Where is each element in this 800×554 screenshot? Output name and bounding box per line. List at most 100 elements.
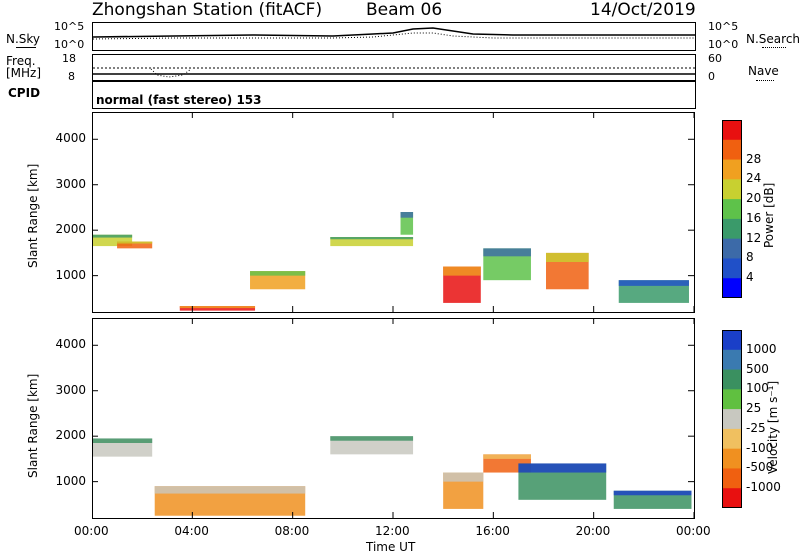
- freq-label-2: [MHz]: [6, 66, 42, 80]
- x-tick-label: 04:00: [174, 524, 209, 538]
- power-ytick-label: 2000: [55, 222, 86, 237]
- power-region-edge-6: [443, 266, 481, 276]
- station-title: Zhongshan Station (fitACF): [92, 0, 323, 20]
- power-colorbar-band: [722, 238, 742, 259]
- velocity-colorbar-tick: 25: [746, 401, 762, 416]
- power-colorbar-tick: 20: [746, 191, 762, 206]
- velocity-colorbar-band: [722, 330, 742, 351]
- velocity-region-edge-6: [613, 490, 692, 496]
- power-frame: [92, 112, 695, 313]
- velocity-region-edge-2: [330, 436, 414, 441]
- velocity-region-edge-1: [154, 486, 306, 494]
- x-axis-label: Time UT: [366, 540, 416, 554]
- velocity-region-edge-5: [518, 463, 607, 473]
- x-tick-label: 08:00: [274, 524, 310, 538]
- freq-top-tick: 18: [62, 52, 76, 65]
- nave-label: Nave: [748, 64, 779, 78]
- power-ytick-label: 1000: [55, 267, 86, 282]
- velocity-colorbar-band: [722, 488, 742, 508]
- power-colorbar-tick: 8: [746, 250, 754, 265]
- velocity-colorbar-band: [722, 349, 742, 371]
- power-colorbar-band: [722, 139, 742, 161]
- velocity-region-edge-0: [92, 438, 153, 443]
- nsearch-dots: [762, 47, 786, 48]
- cpid-mode: normal (fast stereo) 153: [96, 93, 262, 107]
- velocity-region-2: [330, 436, 414, 455]
- x-tick-label: 00:00: [676, 524, 711, 538]
- date-label: 14/Oct/2019: [590, 0, 696, 20]
- power-region-4: [330, 237, 414, 247]
- power-colorbar-band: [722, 199, 742, 220]
- power-region-edge-9: [618, 280, 689, 286]
- velocity-ytick-label: 4000: [55, 337, 86, 352]
- power-ytick-label: 3000: [55, 176, 86, 191]
- nave-dots: [756, 80, 774, 81]
- velocity-colorbar-tick: 500: [746, 361, 769, 376]
- power-region-2: [179, 306, 256, 311]
- power-region-edge-4: [330, 237, 414, 240]
- velocity-colorbar-band: [722, 428, 742, 450]
- velocity-colorbar-tick: -1000: [746, 480, 781, 495]
- noise-trace: [92, 27, 695, 40]
- nsearch-bottom-tick: 10^0: [708, 38, 739, 51]
- nsky-bottom-tick: 10^0: [54, 38, 85, 51]
- velocity-colorbar-tick: -100: [746, 440, 774, 455]
- velocity-colorbar-band: [722, 369, 742, 390]
- power-colorbar: [722, 120, 742, 298]
- power-region-5: [400, 212, 414, 235]
- x-tick-label: 20:00: [575, 524, 611, 538]
- nsearch-top-tick: 10^5: [708, 20, 739, 33]
- velocity-colorbar-tick: -500: [746, 460, 774, 475]
- power-colorbar-band: [722, 159, 742, 180]
- velocity-colorbar-tick: 100: [746, 381, 769, 396]
- cpid-label: CPID: [8, 86, 41, 100]
- power-colorbar-frame: [722, 120, 742, 298]
- power-region-edge-8: [546, 252, 589, 262]
- velocity-colorbar: [722, 330, 742, 508]
- power-region-edge-1: [117, 241, 153, 244]
- cpid-bar: [92, 80, 696, 109]
- velocity-region-edge-4: [483, 454, 531, 459]
- velocity-ytick-label: 2000: [55, 428, 86, 443]
- power-heatmap: [92, 112, 695, 313]
- power-colorbar-band: [722, 120, 742, 141]
- power-colorbar-tick: 12: [746, 230, 762, 245]
- power-colorbar-tick: 24: [746, 171, 762, 186]
- velocity-ytick-label: 1000: [55, 473, 86, 488]
- nave-dip: [150, 68, 192, 78]
- x-tick-label: 16:00: [475, 524, 510, 538]
- power-colorbar-tick: 28: [746, 151, 762, 166]
- power-colorbar-tick: 16: [746, 210, 762, 225]
- freq-label-1: Freq.: [6, 54, 36, 68]
- nsearch-label: N.Search: [746, 32, 800, 46]
- velocity-colorbar-tick: -25: [746, 420, 766, 435]
- freq-panel: [92, 54, 696, 82]
- x-tick-label: 12:00: [375, 524, 410, 538]
- power-region-edge-3: [250, 271, 306, 276]
- velocity-colorbar-band: [722, 409, 742, 430]
- nsky-underline: [16, 47, 36, 48]
- velocity-colorbar-frame: [722, 330, 742, 508]
- power-region-edge-7: [483, 248, 531, 257]
- nsky-top-tick: 10^5: [54, 20, 85, 33]
- power-ytick-label: 4000: [55, 131, 86, 146]
- power-region-edge-2: [179, 306, 256, 309]
- velocity-ylabel: Slant Range [km]: [26, 373, 40, 478]
- velocity-colorbar-band: [722, 389, 742, 410]
- freq-bottom-tick: 8: [68, 70, 75, 83]
- velocity-heatmap: [92, 318, 695, 519]
- velocity-region-6: [613, 490, 692, 509]
- noise-panel: [92, 22, 696, 51]
- power-region-0: [92, 234, 133, 247]
- power-region-edge-5: [400, 212, 414, 218]
- power-region-edge-0: [92, 234, 133, 238]
- power-colorbar-band: [722, 278, 742, 298]
- power-ylabel: Slant Range [km]: [26, 163, 40, 268]
- x-tick-label: 00:00: [74, 524, 109, 538]
- power-cbar-label: Power [dB]: [762, 182, 776, 248]
- power-colorbar-tick: 4: [746, 270, 754, 285]
- velocity-colorbar-tick: 1000: [746, 341, 777, 356]
- velocity-region-edge-3: [443, 472, 484, 482]
- nave-top-tick: 60: [708, 52, 722, 65]
- velocity-colorbar-band: [722, 468, 742, 489]
